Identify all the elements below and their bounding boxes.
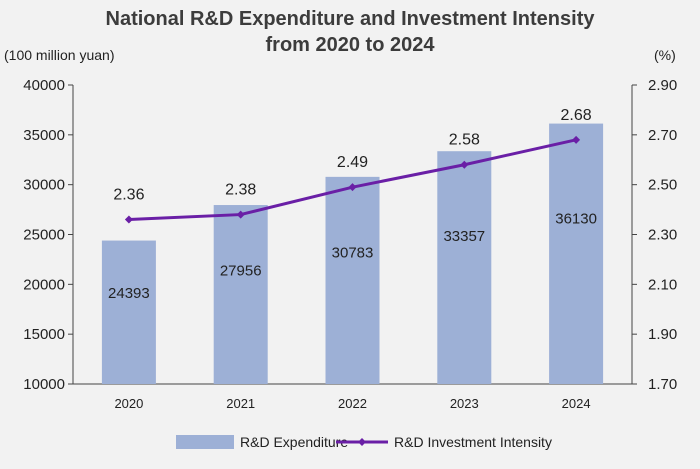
left-tick-label: 40000 (23, 77, 65, 94)
x-tick-label: 2024 (562, 396, 591, 411)
bar-2020 (101, 240, 156, 384)
intensity-point (348, 183, 357, 192)
right-tick-label: 2.70 (648, 127, 677, 144)
bar-2021 (213, 205, 268, 384)
right-tick-label: 2.30 (648, 227, 677, 244)
left-tick-label: 10000 (23, 376, 65, 393)
right-tick-label: 1.90 (648, 326, 677, 343)
right-tick-label: 2.50 (648, 177, 677, 194)
intensity-point (460, 160, 469, 169)
left-tick-label: 15000 (23, 326, 65, 343)
intensity-point (236, 210, 245, 219)
chart-title-line1: National R&D Expenditure and Investment … (105, 8, 595, 30)
bar-value-label: 24393 (108, 285, 150, 302)
right-axis-unit: (%) (654, 47, 676, 63)
intensity-value-label: 2.38 (225, 182, 256, 199)
bar-value-label: 36130 (555, 210, 597, 227)
intensity-value-label: 2.68 (561, 107, 592, 124)
x-tick-label: 2020 (114, 396, 143, 411)
right-tick-label: 2.90 (648, 77, 677, 94)
legend-bar-swatch (176, 435, 234, 449)
intensity-point (124, 215, 133, 224)
right-tick-label: 1.70 (648, 376, 677, 393)
bar-2023 (437, 151, 492, 384)
bar-2022 (325, 176, 380, 384)
intensity-point (572, 135, 581, 144)
legend-bar-label: R&D Expenditure (240, 434, 348, 450)
intensity-value-label: 2.58 (449, 132, 480, 149)
chart-title: National R&D Expenditure and Investment … (0, 6, 700, 58)
x-tick-label: 2022 (338, 396, 367, 411)
intensity-value-label: 2.36 (113, 187, 144, 204)
x-tick-label: 2021 (226, 396, 255, 411)
chart-title-line2: from 2020 to 2024 (265, 34, 435, 56)
bar-value-label: 27956 (220, 262, 262, 279)
bar-value-label: 33357 (443, 228, 485, 245)
left-tick-label: 20000 (23, 276, 65, 293)
left-axis-unit: (100 million yuan) (4, 47, 115, 63)
right-tick-label: 2.10 (648, 276, 677, 293)
legend-line-label: R&D Investment Intensity (394, 434, 552, 450)
bar-value-label: 30783 (332, 244, 374, 261)
left-tick-label: 25000 (23, 227, 65, 244)
x-tick-label: 2023 (450, 396, 479, 411)
bar-2024 (549, 123, 604, 385)
intensity-value-label: 2.49 (337, 154, 368, 171)
legend-line-marker (358, 438, 366, 446)
left-tick-label: 35000 (23, 127, 65, 144)
left-tick-label: 30000 (23, 177, 65, 194)
